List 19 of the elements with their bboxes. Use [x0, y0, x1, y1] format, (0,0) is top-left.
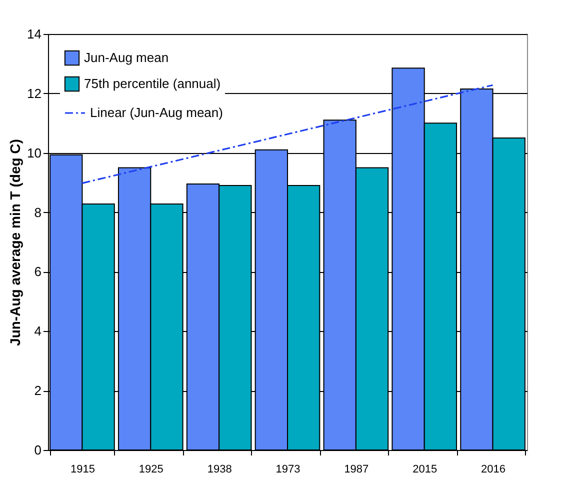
x-tick-label: 1987 — [344, 464, 369, 476]
y-tick-label: 6 — [34, 264, 42, 280]
y-axis-title: Jun-Aug average min T (deg C) — [7, 139, 24, 346]
x-tick-label: 2016 — [481, 464, 506, 476]
y-tick-label: 8 — [34, 204, 42, 220]
y-tick-label: 12 — [27, 86, 42, 101]
legend-label: 75th percentile (annual) — [84, 76, 221, 91]
x-tick-label: 1938 — [207, 464, 232, 476]
y-tick-label: 10 — [27, 145, 42, 160]
legend-label: Jun-Aug mean — [84, 50, 169, 65]
y-tick-label: 14 — [27, 26, 42, 42]
legend-label: Linear (Jun-Aug mean) — [90, 105, 223, 120]
y-tick-label: 0 — [34, 442, 42, 458]
x-tick-label: 1915 — [70, 464, 95, 476]
y-tick-label: 2 — [34, 383, 42, 398]
x-tick-label: 2015 — [412, 464, 438, 476]
y-tick-label: 4 — [34, 324, 42, 339]
x-tick-label: 1973 — [276, 464, 300, 476]
x-tick-label: 1925 — [138, 464, 164, 476]
